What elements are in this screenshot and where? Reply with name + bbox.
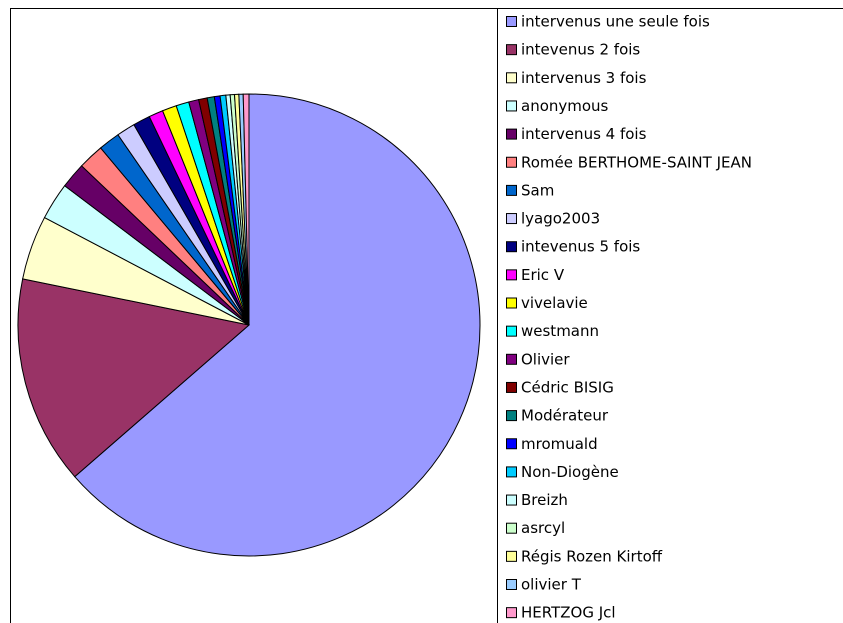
legend-label: Régis Rozen Kirtoff <box>521 547 663 565</box>
legend-label: intervenus une seule fois <box>521 13 710 31</box>
legend-swatch <box>506 550 517 562</box>
legend-label: Modérateur <box>521 407 609 425</box>
legend-label: Eric V <box>521 266 565 284</box>
legend-label: asrcyl <box>521 519 565 537</box>
legend-swatch <box>506 410 517 422</box>
legend-label: Non-Diogène <box>521 463 619 481</box>
legend-swatch <box>506 579 517 590</box>
legend-label: HERTZOG Jcl <box>521 604 616 622</box>
legend-swatch <box>506 353 517 365</box>
legend-swatch <box>506 381 517 393</box>
legend-label: intervenus 3 fois <box>521 69 647 87</box>
pie-slice <box>74 93 481 557</box>
legend-label: intervenus 4 fois <box>521 125 647 143</box>
legend-swatch <box>506 100 517 112</box>
legend-swatch <box>506 607 517 619</box>
legend-swatch <box>506 241 517 253</box>
legend-swatch <box>506 325 517 337</box>
legend-label: intevenus 2 fois <box>521 41 640 59</box>
legend-swatch <box>506 297 517 309</box>
legend-swatch <box>506 184 517 196</box>
legend-label: Romée BERTHOME-SAINT JEAN <box>521 153 752 171</box>
legend-label: Breizh <box>521 491 568 509</box>
legend-label: olivier T <box>521 576 582 594</box>
legend-label: Cédric BISIG <box>521 378 614 396</box>
legend-label: intevenus 5 fois <box>521 238 640 256</box>
legend-label: mromuald <box>521 435 598 453</box>
pie-slice <box>242 93 250 326</box>
pie-slice <box>17 278 251 478</box>
legend-label: lyago2003 <box>521 210 600 228</box>
legend-swatch <box>506 16 517 27</box>
legend-label: westmann <box>521 322 599 340</box>
legend-label: anonymous <box>521 97 609 115</box>
legend-swatch <box>506 128 517 140</box>
legend-swatch <box>506 269 517 281</box>
legend-label: vivelavie <box>521 294 588 312</box>
legend-swatch <box>506 522 517 534</box>
legend-swatch <box>506 494 517 506</box>
legend-swatch <box>506 438 517 450</box>
legend-swatch <box>506 156 517 168</box>
legend-label: Olivier <box>521 350 570 368</box>
legend-swatch <box>506 44 517 56</box>
legend-swatch <box>506 72 517 84</box>
legend-swatch <box>506 466 517 478</box>
legend-swatch <box>506 213 517 225</box>
legend-label: Sam <box>521 181 554 199</box>
legend-border <box>497 8 843 623</box>
